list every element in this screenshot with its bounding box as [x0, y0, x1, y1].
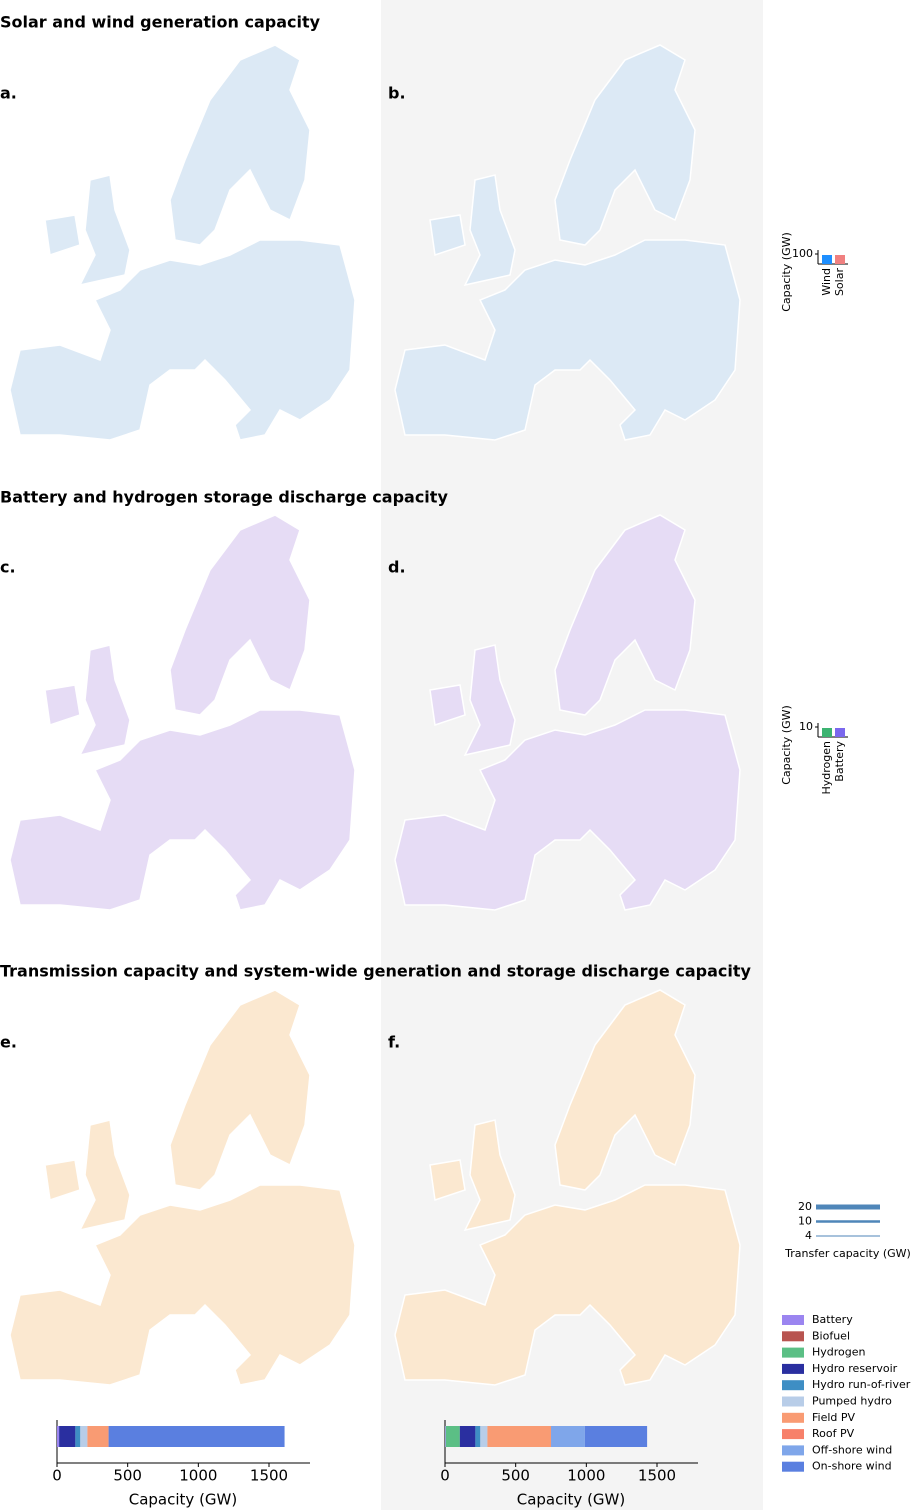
legend-label: Biofuel	[812, 1329, 850, 1342]
legend-swatch	[822, 728, 832, 737]
bar-segment	[445, 1426, 460, 1447]
panel-label: d.	[388, 558, 406, 577]
x-tick-label: 500	[113, 1467, 142, 1485]
legend-swatch	[782, 1331, 804, 1342]
legend-swatch	[835, 255, 845, 264]
legend-title: Transfer capacity (GW)	[784, 1247, 911, 1260]
bar-segment	[480, 1426, 488, 1447]
legend-swatch	[782, 1363, 804, 1374]
legend-swatch	[782, 1396, 804, 1407]
tick-label: 10	[799, 720, 813, 733]
bar-segment	[459, 1426, 476, 1447]
x-tick-label: 0	[52, 1467, 62, 1485]
legend-label: Battery	[812, 1313, 853, 1326]
bar-segment	[551, 1426, 585, 1447]
x-tick-label: 1500	[638, 1467, 676, 1485]
legend-label: Field PV	[812, 1411, 856, 1424]
bar-segment	[57, 1426, 60, 1447]
bar-segment	[75, 1426, 81, 1447]
panel-label: f.	[388, 1033, 400, 1052]
axis-label: Capacity (GW)	[780, 232, 793, 312]
panel-label: b.	[388, 84, 406, 103]
legend-label: Hydrogen	[820, 741, 833, 795]
legend-swatch	[822, 255, 832, 264]
x-axis-label: Capacity (GW)	[129, 1491, 237, 1509]
bar-segment	[108, 1426, 285, 1447]
legend-swatch	[835, 728, 845, 737]
x-tick-label: 1500	[250, 1467, 288, 1485]
x-axis-label: Capacity (GW)	[517, 1491, 625, 1509]
bar-segment	[584, 1426, 648, 1447]
section-title: Battery and hydrogen storage discharge c…	[0, 488, 448, 507]
legend-label: Off-shore wind	[812, 1443, 892, 1456]
legend-swatch	[782, 1412, 804, 1423]
x-tick-label: 0	[440, 1467, 450, 1485]
bar-segment	[80, 1426, 88, 1447]
legend-swatch	[782, 1347, 804, 1358]
axis-label: Capacity (GW)	[780, 705, 793, 785]
legend-label: Wind	[820, 268, 833, 296]
legend-swatch	[782, 1380, 804, 1391]
x-tick-label: 1000	[567, 1467, 605, 1485]
legend-swatch	[782, 1429, 804, 1440]
panel-label: c.	[0, 558, 16, 577]
legend-label: 10	[798, 1215, 812, 1228]
legend-label: Solar	[833, 268, 846, 297]
panel-label: a.	[0, 84, 17, 103]
legend-swatch	[782, 1461, 804, 1472]
legend-label: On-shore wind	[812, 1460, 892, 1473]
section-title: Solar and wind generation capacity	[0, 13, 321, 32]
map	[9, 989, 356, 1386]
tick-label: 100	[792, 247, 813, 260]
map	[9, 44, 356, 441]
x-tick-label: 500	[501, 1467, 530, 1485]
bar-segment	[87, 1426, 109, 1447]
bar-segment	[487, 1426, 552, 1447]
legend-label: Battery	[833, 741, 846, 782]
legend-label: Hydro run-of-river	[812, 1378, 911, 1391]
legend-label: Pumped hydro	[812, 1395, 892, 1408]
legend-label: Hydro reservoir	[812, 1362, 898, 1375]
bar-segment	[59, 1426, 76, 1447]
legend-label: 4	[805, 1229, 812, 1242]
legend-swatch	[782, 1445, 804, 1456]
map	[9, 514, 356, 911]
legend-label: Roof PV	[812, 1427, 855, 1440]
legend-label: Hydrogen	[812, 1346, 866, 1359]
x-tick-label: 1000	[179, 1467, 217, 1485]
bar-segment	[445, 1426, 446, 1447]
panel-label: e.	[0, 1033, 17, 1052]
section-title: Transmission capacity and system-wide ge…	[0, 962, 751, 981]
bar-segment	[475, 1426, 481, 1447]
legend-swatch	[782, 1315, 804, 1325]
legend-label: 20	[798, 1200, 812, 1213]
